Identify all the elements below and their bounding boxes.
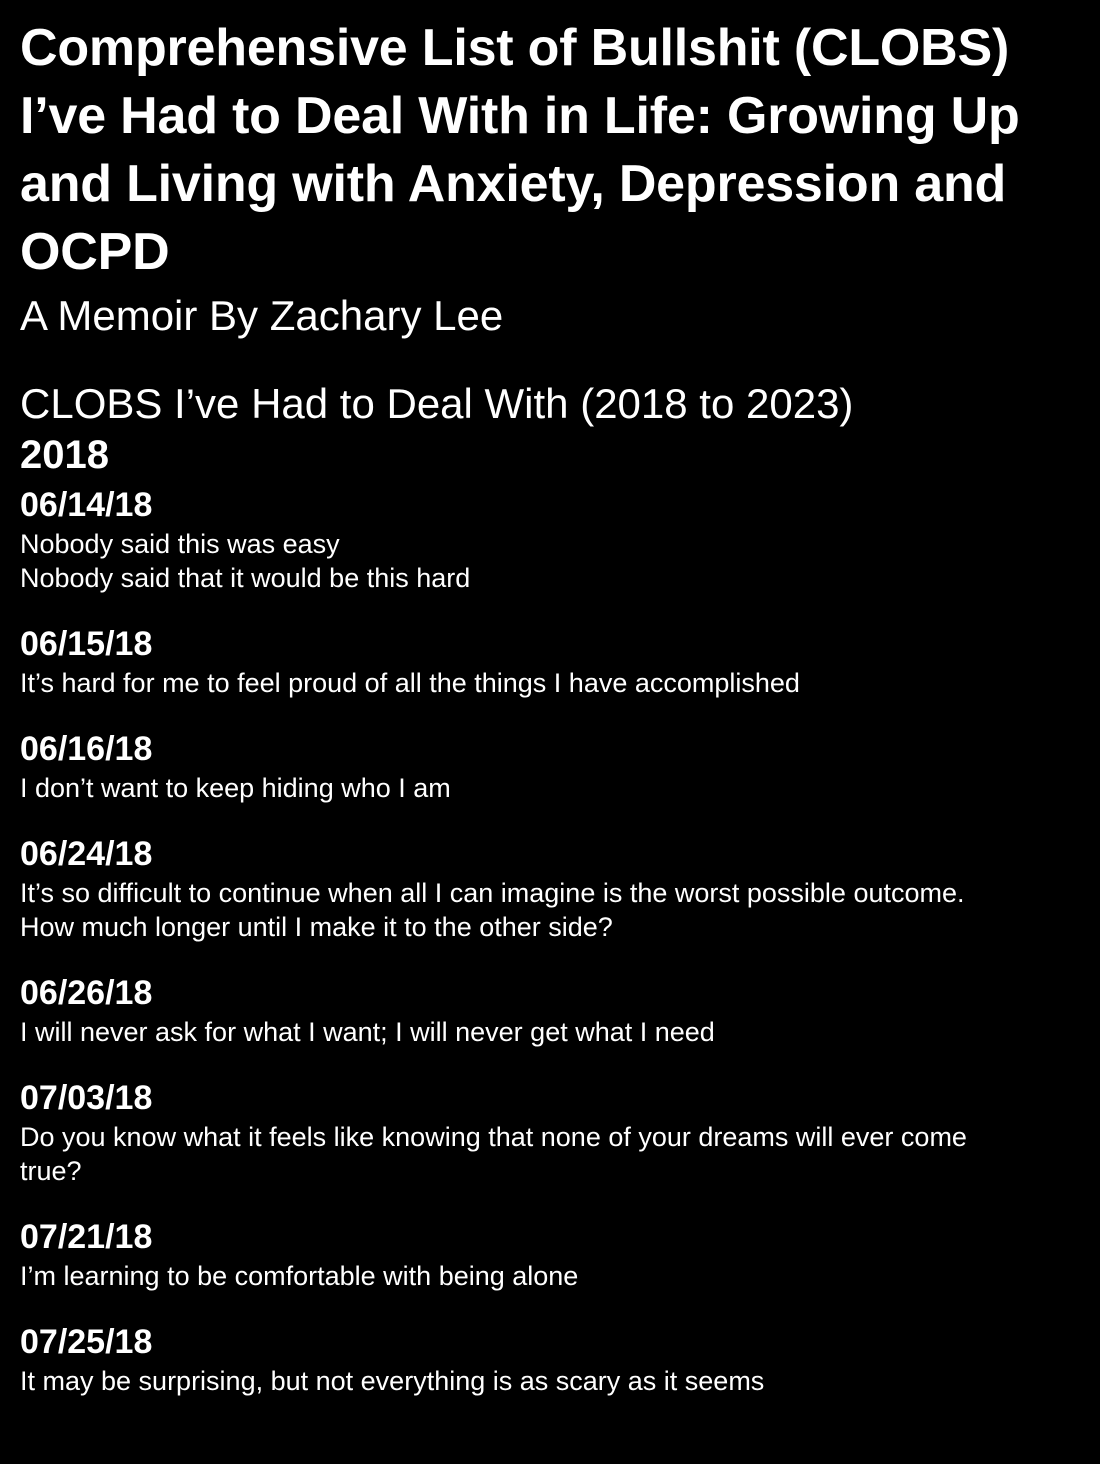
entry-date: 07/21/18 [20, 1218, 153, 1256]
entry-date: 06/15/18 [20, 625, 153, 663]
journal-entry: 07/25/18 It may be surprising, but not e… [20, 1320, 1080, 1398]
entry-date: 07/25/18 [20, 1323, 153, 1361]
journal-entry: 07/21/18 I’m learning to be comfortable … [20, 1215, 1080, 1293]
journal-entry: 06/14/18 Nobody said this was easy Nobod… [20, 483, 1080, 595]
entry-text: I will never ask for what I want; I will… [20, 1017, 715, 1047]
journal-entry: 06/24/18 It’s so difficult to continue w… [20, 832, 1080, 944]
entry-date: 06/26/18 [20, 974, 153, 1012]
journal-entry: 06/26/18 I will never ask for what I wan… [20, 971, 1080, 1049]
entry-text: It’s hard for me to feel proud of all th… [20, 668, 800, 698]
entry-date: 06/14/18 [20, 486, 153, 524]
entry-text: It may be surprising, but not everything… [20, 1366, 765, 1396]
entry-text: I don’t want to keep hiding who I am [20, 773, 451, 803]
journal-entry: 07/03/18 Do you know what it feels like … [20, 1076, 1080, 1188]
entry-text: Nobody said this was easy Nobody said th… [20, 529, 471, 593]
journal-entry: 06/16/18 I don’t want to keep hiding who… [20, 727, 1080, 805]
entry-text: I’m learning to be comfortable with bein… [20, 1261, 579, 1291]
journal-entry: 06/15/18 It’s hard for me to feel proud … [20, 622, 1080, 700]
entry-date: 06/24/18 [20, 835, 153, 873]
entry-date: 07/03/18 [20, 1079, 153, 1117]
year-heading: 2018 [20, 433, 109, 477]
section-heading: CLOBS I’ve Had to Deal With (2018 to 202… [20, 380, 854, 427]
entry-text: Do you know what it feels like knowing t… [20, 1122, 967, 1186]
entry-text: It’s so difficult to continue when all I… [20, 878, 965, 942]
document-subtitle: A Memoir By Zachary Lee [20, 292, 504, 339]
entry-date: 06/16/18 [20, 730, 153, 768]
entry-list: 06/14/18 Nobody said this was easy Nobod… [20, 483, 1080, 1398]
document-title: Comprehensive List of Bullshit (CLOBS) I… [20, 19, 1020, 281]
